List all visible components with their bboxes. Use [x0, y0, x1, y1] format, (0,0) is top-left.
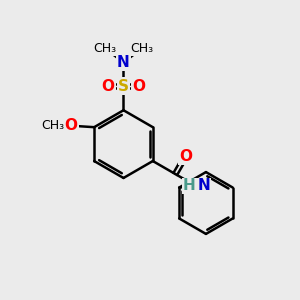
Text: N: N — [197, 178, 210, 193]
Text: S: S — [118, 79, 129, 94]
Text: N: N — [117, 55, 130, 70]
Text: CH₃: CH₃ — [130, 42, 153, 55]
Text: O: O — [65, 118, 78, 133]
Text: O: O — [179, 149, 192, 164]
Text: H: H — [183, 178, 196, 193]
Text: CH₃: CH₃ — [41, 119, 64, 132]
Text: O: O — [102, 79, 115, 94]
Text: CH₃: CH₃ — [94, 42, 117, 55]
Text: O: O — [132, 79, 145, 94]
